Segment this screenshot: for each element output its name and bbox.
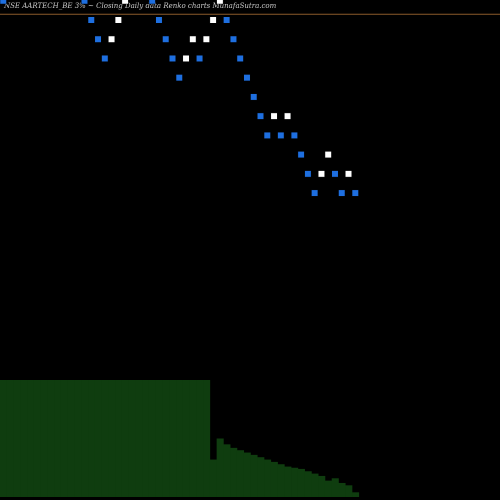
volume-bar <box>277 464 285 497</box>
renko-brick <box>114 16 122 24</box>
volume-bar <box>67 380 75 497</box>
renko-brick <box>182 54 190 62</box>
volume-bar <box>223 444 231 497</box>
renko-brick <box>331 170 339 178</box>
renko-brick <box>169 54 176 62</box>
renko-brick <box>324 151 332 159</box>
volume-bar <box>291 467 299 497</box>
renko-brick <box>297 151 305 159</box>
volume-bar <box>101 380 109 497</box>
renko-brick <box>175 74 183 82</box>
volume-bar <box>230 447 238 497</box>
volume-bar <box>176 380 184 497</box>
volume-bar <box>148 380 157 497</box>
volume-bar <box>60 380 68 497</box>
volume-bar <box>162 380 170 497</box>
renko-brick <box>290 131 298 139</box>
volume-bar <box>236 450 245 497</box>
volume-bar <box>209 459 217 497</box>
renko-brick <box>196 54 204 62</box>
volume-bar <box>311 473 319 497</box>
volume-bar <box>169 380 177 497</box>
renko-brick <box>243 74 251 82</box>
volume-bar <box>270 461 278 497</box>
renko-brick <box>202 35 210 43</box>
chart-title: NSE AARTECH_BE 3% ~ Closing Daily data R… <box>3 2 277 10</box>
volume-bar <box>331 478 339 497</box>
renko-brick <box>216 0 224 5</box>
volume-bar <box>203 380 211 497</box>
volume-bar <box>6 380 14 497</box>
volume-bar <box>345 485 353 497</box>
renko-brick <box>148 0 156 5</box>
volume-bar <box>121 380 129 497</box>
volume-bar <box>318 475 326 497</box>
renko-brick <box>155 16 163 24</box>
volume-bar <box>27 380 35 497</box>
renko-brick <box>209 16 217 24</box>
volume-bar <box>108 380 116 497</box>
volume-bar <box>20 380 28 497</box>
volume-bar <box>297 468 305 497</box>
renko-brick <box>345 170 353 178</box>
volume-bar <box>33 380 41 497</box>
renko-brick <box>229 35 237 43</box>
renko-brick <box>263 131 271 139</box>
renko-brick <box>311 189 319 197</box>
renko-brick <box>338 189 346 197</box>
volume-bar <box>257 457 265 497</box>
volume-bar <box>338 482 346 497</box>
volume-bar <box>0 380 8 497</box>
renko-brick <box>236 54 244 62</box>
renko-brick <box>304 170 312 178</box>
volume-bar <box>81 380 89 497</box>
renko-brick <box>0 0 7 5</box>
volume-bar <box>135 380 143 497</box>
volume-bar <box>216 438 224 497</box>
volume-bar <box>13 380 21 497</box>
volume-bar <box>324 480 333 497</box>
volume-bar <box>155 380 163 497</box>
volume-bar <box>115 380 123 497</box>
volume-bar <box>304 471 312 497</box>
volume-bar <box>40 380 48 497</box>
renko-brick <box>87 16 95 24</box>
renko-brick <box>351 189 359 197</box>
renko-brick <box>108 35 116 43</box>
renko-brick <box>80 0 88 5</box>
renko-brick <box>284 112 292 120</box>
volume-bar <box>94 380 102 497</box>
renko-brick <box>277 131 285 139</box>
volume-bar <box>352 492 360 497</box>
volume-bar <box>284 466 292 497</box>
volume-bar <box>189 380 197 497</box>
renko-brick <box>94 35 102 43</box>
volume-bar <box>196 380 204 497</box>
volume-bar <box>128 380 136 497</box>
renko-brick <box>257 112 265 120</box>
renko-brick <box>250 93 258 101</box>
volume-bar <box>243 452 251 497</box>
renko-brick <box>270 112 278 120</box>
volume-bar <box>47 380 55 497</box>
renko-brick <box>121 0 129 5</box>
renko-brick <box>162 35 170 43</box>
renko-brick <box>189 35 197 43</box>
volume-bar <box>250 454 258 497</box>
volume-bar <box>74 380 82 497</box>
renko-brick <box>317 170 325 178</box>
volume-bar <box>54 380 62 497</box>
renko-brick <box>223 16 231 24</box>
renko-brick <box>101 54 109 62</box>
volume-bar <box>142 380 150 497</box>
volume-bar <box>264 459 272 497</box>
volume-bar <box>88 380 96 497</box>
volume-bar <box>182 380 190 497</box>
